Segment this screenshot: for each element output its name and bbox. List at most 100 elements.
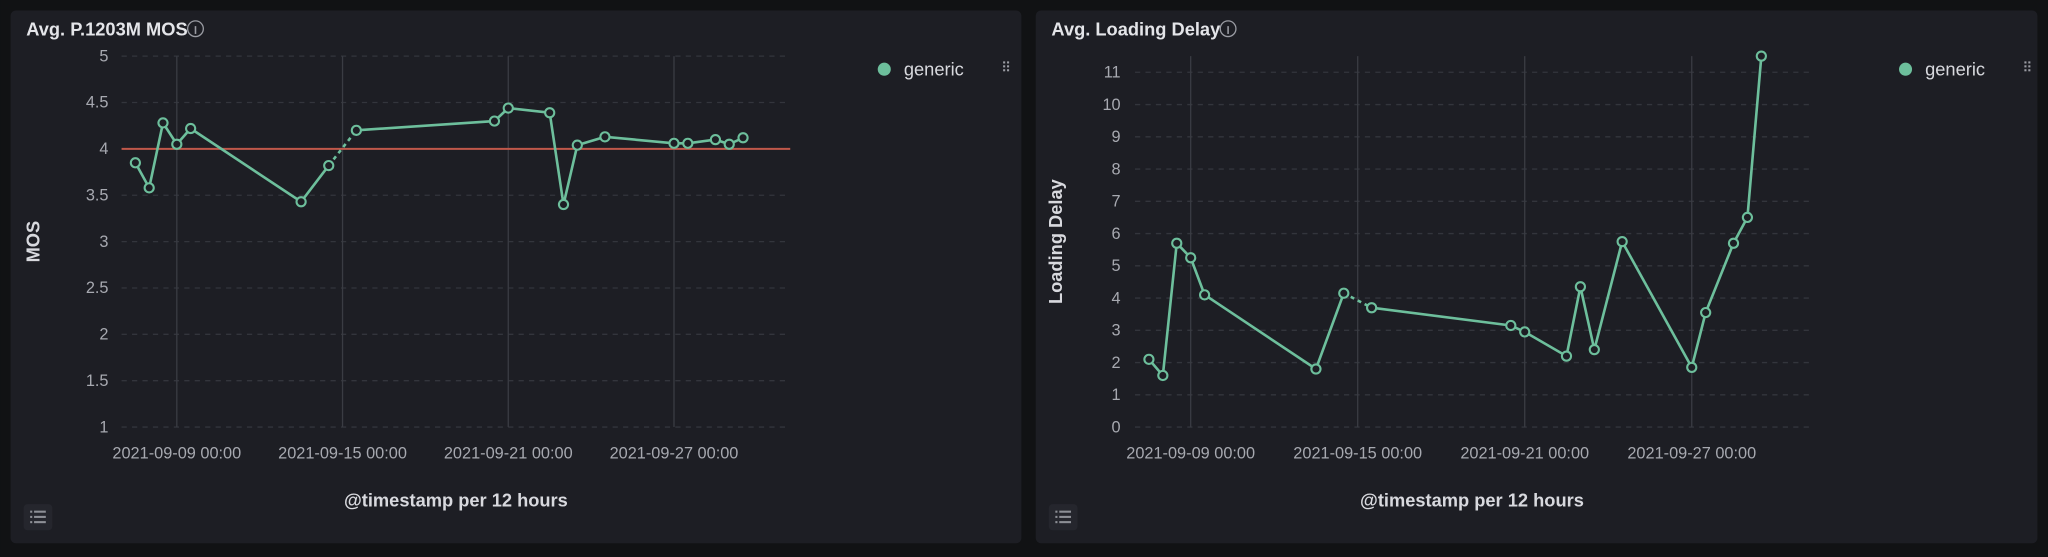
data-point — [723, 138, 735, 150]
x-tick-label: 2021-09-09 00:00 — [112, 444, 241, 462]
y-axis-label: MOS — [22, 221, 43, 263]
x-tick-label: 2021-09-09 00:00 — [1126, 444, 1255, 462]
data-point — [1616, 235, 1628, 248]
data-point — [129, 157, 141, 169]
legend-label: generic — [904, 59, 964, 80]
menu-icon — [1007, 61, 1010, 64]
list-icon — [34, 515, 46, 518]
x-axis-label: @timestamp per 12 hours — [1360, 490, 1584, 511]
y-tick-label: 0 — [1112, 418, 1121, 436]
legend-label: generic — [1925, 59, 1985, 80]
y-tick-label: 1 — [99, 418, 108, 436]
data-point — [323, 159, 335, 172]
data-point — [1185, 252, 1197, 264]
list-icon — [1059, 510, 1072, 513]
list-icon — [34, 510, 46, 513]
data-point — [1366, 302, 1378, 314]
y-tick-label: 10 — [1102, 96, 1120, 114]
data-point — [557, 198, 570, 211]
data-point — [709, 133, 722, 146]
menu-icon — [1007, 69, 1010, 72]
info-icon — [1219, 20, 1237, 38]
y-tick-label: 8 — [1112, 160, 1121, 178]
y-tick-label: 1 — [1112, 386, 1121, 404]
data-point — [157, 117, 169, 129]
y-tick-label: 3 — [1112, 322, 1121, 340]
data-point — [1560, 350, 1573, 362]
legend-swatch — [1899, 62, 1913, 76]
data-point — [295, 196, 307, 208]
data-point — [668, 137, 680, 149]
data-point — [350, 124, 362, 136]
panel-title: Avg. Loading Delay — [1051, 18, 1221, 39]
data-point — [1686, 361, 1698, 374]
y-tick-label: 2.5 — [86, 279, 109, 297]
menu-icon — [2028, 61, 2031, 64]
data-point — [1310, 363, 1322, 375]
y-tick-label: 4 — [99, 140, 108, 158]
data-point — [737, 132, 749, 144]
y-tick-label: 7 — [1112, 193, 1121, 211]
list-icon — [30, 515, 33, 518]
list-icon — [34, 521, 46, 524]
y-tick-label: 5 — [1112, 257, 1121, 275]
list-icon — [1055, 510, 1058, 513]
data-point — [571, 139, 583, 151]
data-point — [1505, 319, 1517, 332]
x-tick-label: 2021-09-21 00:00 — [1460, 444, 1589, 462]
menu-icon — [1003, 69, 1006, 72]
data-point — [544, 107, 556, 119]
panel-title: Avg. P.1203M MOS — [26, 18, 187, 39]
menu-icon — [2024, 69, 2027, 72]
data-point — [1171, 237, 1183, 249]
y-tick-label: 1.5 — [86, 372, 109, 390]
y-tick-label: 3 — [99, 233, 108, 251]
data-point — [1574, 281, 1587, 293]
data-point — [682, 137, 694, 149]
data-point — [143, 182, 155, 194]
menu-icon — [2028, 65, 2031, 68]
menu-icon — [2024, 61, 2027, 64]
data-point — [1700, 306, 1712, 319]
list-icon — [30, 521, 33, 524]
y-tick-label: 6 — [1112, 225, 1121, 243]
menu-icon — [1003, 65, 1006, 68]
list-icon — [30, 510, 33, 513]
data-point — [1588, 344, 1600, 356]
list-icon — [1059, 515, 1072, 518]
data-point — [171, 138, 183, 150]
x-tick-label: 2021-09-27 00:00 — [1627, 444, 1756, 462]
panel — [10, 10, 1022, 544]
y-tick-label: 3.5 — [86, 186, 109, 204]
x-axis-label: @timestamp per 12 hours — [344, 490, 568, 511]
data-point — [599, 131, 611, 143]
menu-icon — [2028, 69, 2031, 72]
data-point — [1157, 369, 1169, 382]
y-tick-label: 4.5 — [86, 94, 109, 112]
data-point — [1198, 289, 1211, 301]
menu-icon — [1007, 65, 1010, 68]
data-point — [1727, 237, 1740, 249]
list-icon — [1055, 521, 1058, 524]
y-tick-label: 2 — [1112, 354, 1121, 372]
x-tick-label: 2021-09-15 00:00 — [278, 444, 407, 462]
x-tick-label: 2021-09-27 00:00 — [610, 444, 739, 462]
legend-swatch — [877, 62, 891, 76]
x-tick-label: 2021-09-15 00:00 — [1293, 444, 1422, 462]
data-point — [1143, 353, 1155, 365]
data-point — [1519, 326, 1531, 338]
menu-icon — [1003, 61, 1006, 64]
y-tick-label: 9 — [1112, 128, 1121, 146]
y-tick-label: 4 — [1112, 289, 1121, 307]
data-point — [488, 115, 501, 127]
info-icon — [187, 20, 204, 38]
panel — [1035, 10, 2038, 544]
x-tick-label: 2021-09-21 00:00 — [444, 444, 573, 462]
y-tick-label: 5 — [99, 47, 108, 65]
data-point — [185, 122, 197, 135]
data-point — [502, 102, 514, 114]
menu-icon — [2024, 65, 2027, 68]
y-axis-label: Loading Delay — [1045, 178, 1066, 304]
data-point — [1755, 50, 1767, 62]
